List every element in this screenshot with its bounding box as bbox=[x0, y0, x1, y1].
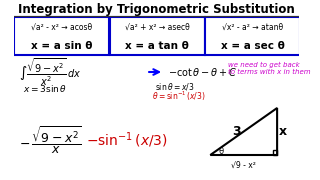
Text: x = a sin θ: x = a sin θ bbox=[31, 41, 92, 51]
Bar bbox=[14, 17, 109, 55]
Text: $-\cot\theta - \theta + C$: $-\cot\theta - \theta + C$ bbox=[168, 66, 237, 78]
Bar bbox=[110, 17, 205, 55]
Text: x = a tan θ: x = a tan θ bbox=[125, 41, 189, 51]
Text: √9 - x²: √9 - x² bbox=[231, 161, 256, 170]
Text: x = a sec θ: x = a sec θ bbox=[221, 41, 284, 51]
Text: $\int \dfrac{\sqrt{9-x^2}}{x^2}\,dx$: $\int \dfrac{\sqrt{9-x^2}}{x^2}\,dx$ bbox=[19, 56, 81, 88]
Text: x: x bbox=[279, 125, 287, 138]
Text: 3: 3 bbox=[232, 125, 241, 138]
Text: θ: θ bbox=[219, 147, 224, 156]
Text: Integration by Trigonometric Substitution: Integration by Trigonometric Substitutio… bbox=[19, 3, 295, 15]
Text: $\sin\theta = x/3$: $\sin\theta = x/3$ bbox=[155, 80, 195, 91]
Text: $x = 3\sin\theta$: $x = 3\sin\theta$ bbox=[23, 82, 67, 93]
Text: we need to get back
to terms with x in them: we need to get back to terms with x in t… bbox=[228, 61, 311, 75]
Text: √x² - a² → atanθ: √x² - a² → atanθ bbox=[222, 22, 283, 32]
Bar bbox=[205, 17, 300, 55]
Text: $-\sin^{-1}(x/3)$: $-\sin^{-1}(x/3)$ bbox=[86, 130, 168, 150]
Text: $\theta = \sin^{-1}(x/3)$: $\theta = \sin^{-1}(x/3)$ bbox=[152, 89, 206, 103]
Bar bbox=[273, 150, 277, 155]
Text: $-\,\dfrac{\sqrt{9-x^2}}{x}$: $-\,\dfrac{\sqrt{9-x^2}}{x}$ bbox=[19, 124, 82, 156]
Text: √a² + x² → asecθ: √a² + x² → asecθ bbox=[125, 22, 190, 32]
Text: √a² - x² → acosθ: √a² - x² → acosθ bbox=[31, 22, 92, 32]
